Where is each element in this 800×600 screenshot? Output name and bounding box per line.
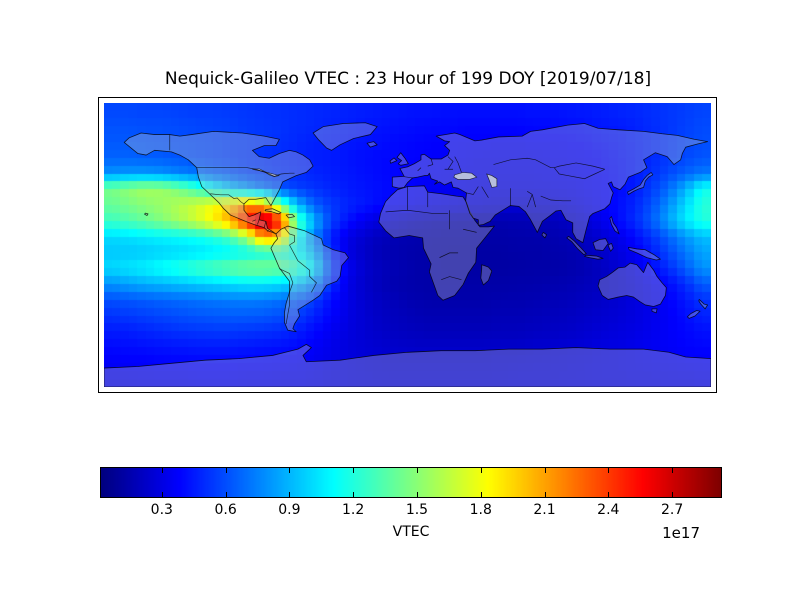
border-central-america	[252, 220, 268, 232]
world-map-overlay	[104, 103, 711, 387]
new-zealand-south	[687, 310, 700, 318]
sri-lanka	[542, 232, 547, 238]
north-america	[124, 131, 313, 234]
colorbar-tick	[289, 468, 291, 473]
country-borders	[170, 135, 605, 324]
border-south-america	[279, 228, 316, 324]
colorbar-tick	[416, 492, 418, 497]
sulawesi	[608, 243, 613, 251]
plot-title: Nequick-Galileo VTEC : 23 Hour of 199 DO…	[164, 69, 652, 89]
colorbar-tick	[225, 492, 227, 497]
colorbar-tick	[544, 468, 546, 473]
colorbar-tick	[161, 468, 163, 473]
iceland	[367, 142, 377, 148]
eurasia	[392, 124, 707, 243]
colorbar-tick-label: 1.2	[342, 502, 365, 518]
cuba	[265, 209, 281, 214]
border-africa	[386, 187, 477, 280]
colorbar-tick	[608, 468, 610, 473]
colorbar-tick-label: 1.5	[405, 502, 429, 518]
africa	[379, 186, 494, 300]
caspian-sea	[487, 174, 497, 187]
colorbar-tick-labels: 0.3 0.6 0.9 1.2 1.5 1.8 2.1 2.4 2.7	[100, 502, 722, 520]
colorbar-label: VTEC	[392, 524, 430, 540]
colorbar-tick	[608, 492, 610, 497]
colorbar-tick-label: 2.7	[660, 502, 684, 518]
colorbar	[100, 467, 722, 498]
black-sea	[454, 172, 477, 179]
borneo	[593, 239, 608, 251]
hispaniola	[286, 214, 294, 218]
border-us-canada	[197, 168, 295, 177]
border-europe	[404, 157, 461, 178]
colorbar-tick	[672, 468, 674, 473]
colorbar-tick	[416, 468, 418, 473]
colorbar-tick	[672, 492, 674, 497]
vtec-heatmap-canvas	[104, 103, 711, 387]
tasmania	[652, 309, 657, 313]
java	[585, 255, 604, 259]
colorbar-tick	[480, 492, 482, 497]
colorbar-tick-label: 1.8	[469, 502, 492, 518]
japan	[628, 172, 653, 194]
border-us-mexico	[210, 194, 244, 204]
border-asia	[467, 158, 605, 207]
madagascar	[481, 265, 492, 285]
colorbar-tick	[289, 492, 291, 497]
colorbar-tick-label: 2.4	[597, 502, 620, 518]
sumatra	[567, 236, 586, 254]
colorbar-tick-label: 0.9	[278, 502, 301, 518]
colorbar-tick-label: 0.6	[214, 502, 237, 518]
colorbar-tick	[161, 492, 163, 497]
ireland	[390, 158, 397, 163]
colorbar-tick-label: 2.1	[533, 502, 556, 518]
philippines	[610, 217, 619, 234]
colorbar-tick-label: 0.3	[150, 502, 173, 518]
map-area	[104, 103, 711, 387]
colorbar-scale-factor: 1e17	[662, 524, 700, 542]
new-zealand-north	[699, 299, 708, 308]
colorbar-tick	[225, 468, 227, 473]
colorbar-tick	[353, 468, 355, 473]
south-america	[271, 226, 349, 332]
great-britain	[397, 153, 408, 166]
colorbar-tick	[480, 468, 482, 473]
antarctica	[104, 344, 711, 387]
new-guinea	[628, 247, 660, 260]
colorbar-gradient	[101, 468, 721, 497]
australia	[598, 262, 666, 306]
map-axes	[98, 97, 717, 393]
colorbar-tick	[544, 492, 546, 497]
greenland	[313, 123, 377, 151]
colorbar-tick	[353, 492, 355, 497]
hawaii	[145, 213, 148, 215]
